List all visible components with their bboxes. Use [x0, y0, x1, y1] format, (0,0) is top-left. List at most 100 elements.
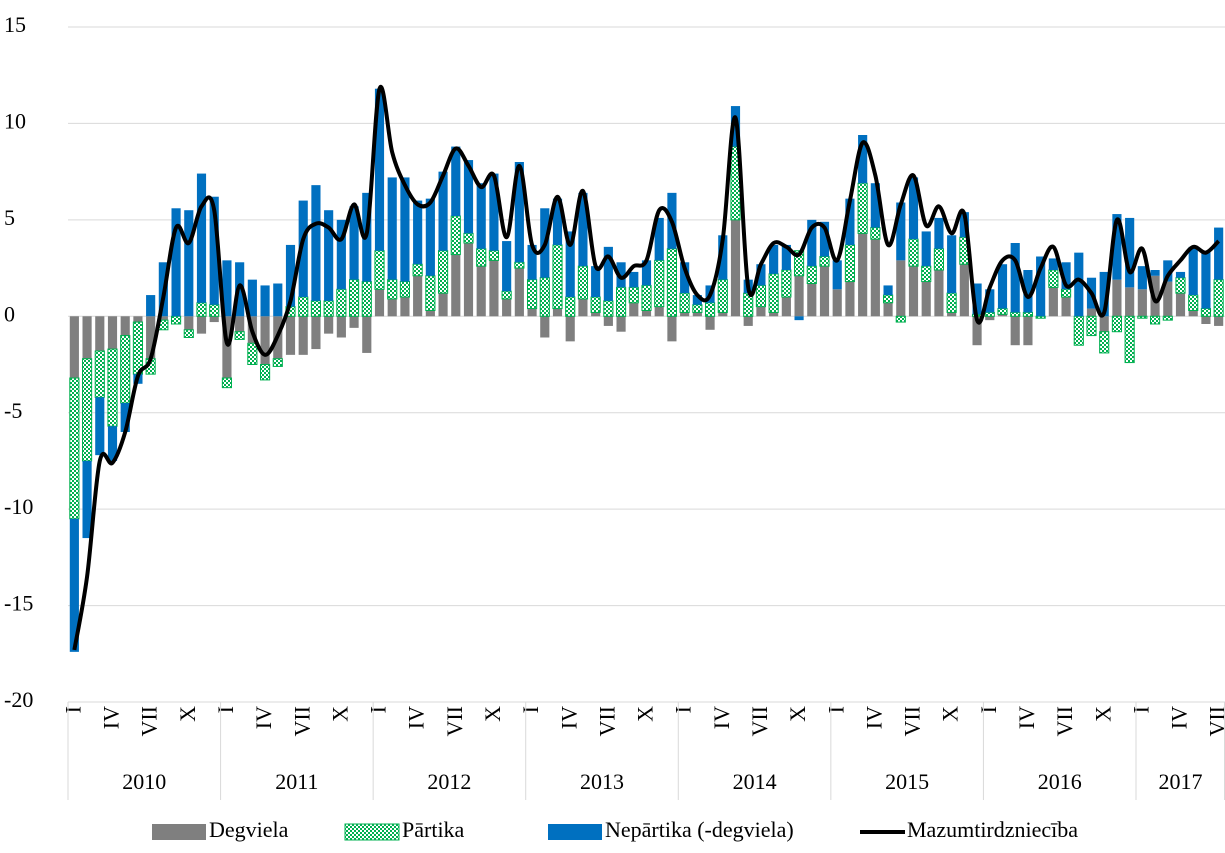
x-tick-label: I	[823, 706, 848, 713]
bar	[95, 316, 105, 351]
bar	[997, 314, 1008, 317]
bar	[666, 248, 678, 317]
bar	[1048, 269, 1059, 288]
bar	[120, 403, 130, 432]
bar	[69, 518, 79, 652]
bar	[412, 263, 423, 277]
bar	[641, 310, 652, 317]
bar	[374, 250, 385, 290]
bar	[1175, 277, 1186, 294]
bar	[437, 250, 449, 294]
bar	[196, 173, 207, 303]
x-tick-label: X	[480, 706, 505, 722]
bar	[209, 304, 220, 317]
x-tick-label: X	[633, 706, 658, 722]
bar	[603, 316, 613, 326]
bar	[349, 316, 359, 328]
bar	[717, 279, 728, 313]
bar	[1200, 308, 1212, 317]
bar	[273, 283, 283, 317]
bar	[985, 316, 995, 321]
bar	[565, 316, 575, 342]
bar	[336, 316, 346, 338]
bar	[781, 244, 791, 270]
bar	[934, 217, 944, 249]
bar	[578, 298, 588, 317]
bar	[1010, 311, 1021, 317]
x-tick-label: I	[518, 706, 543, 713]
bar	[692, 312, 702, 317]
bar	[704, 302, 716, 317]
bar	[832, 260, 842, 290]
bar	[807, 283, 817, 317]
bar	[1188, 310, 1198, 317]
bar	[311, 316, 321, 350]
bar	[781, 297, 791, 317]
bar	[692, 295, 702, 305]
bar	[158, 316, 168, 321]
bar	[285, 244, 296, 307]
x-tick-label: IV	[1014, 706, 1039, 729]
bar	[806, 265, 817, 284]
bar	[870, 227, 881, 240]
bar	[794, 316, 804, 321]
bar	[794, 275, 804, 317]
bar	[1124, 315, 1135, 364]
bar	[133, 316, 143, 323]
bar	[680, 312, 690, 317]
bar	[1137, 315, 1148, 319]
bar	[81, 358, 93, 462]
x-tick-label: X	[785, 706, 810, 722]
bar	[120, 316, 130, 336]
bar	[769, 312, 779, 317]
bar	[387, 177, 397, 280]
bar	[1086, 308, 1097, 317]
bar	[196, 316, 207, 334]
bar	[1036, 256, 1046, 317]
bar	[845, 281, 855, 317]
x-tick-label: X	[1090, 706, 1115, 722]
bar	[1061, 262, 1071, 290]
bar	[946, 292, 957, 313]
bar	[807, 219, 817, 267]
legend-label: Nepārtika (-degviela)	[605, 817, 794, 842]
bar	[1073, 315, 1084, 346]
bar	[94, 350, 105, 398]
bar	[336, 219, 346, 290]
bar	[755, 284, 767, 308]
bar	[1201, 250, 1211, 309]
bar	[184, 210, 194, 317]
bar	[883, 302, 893, 317]
bar	[819, 256, 830, 267]
bar	[629, 271, 639, 288]
bar	[146, 316, 156, 359]
bar	[539, 277, 550, 317]
bar	[718, 312, 728, 317]
bar	[324, 316, 334, 334]
bar	[883, 285, 893, 296]
year-label: 2011	[275, 769, 318, 794]
bar	[616, 262, 626, 288]
legend-swatch	[548, 824, 602, 840]
bar	[615, 286, 627, 317]
bar	[451, 254, 461, 317]
bar	[1125, 287, 1135, 317]
bar	[95, 397, 105, 456]
bar	[578, 192, 588, 267]
bar	[514, 162, 524, 263]
bar	[501, 290, 512, 300]
bar	[82, 316, 92, 359]
bar	[514, 268, 524, 317]
bar	[323, 300, 334, 317]
bar	[107, 316, 118, 350]
legend-label: Degviela	[209, 817, 289, 842]
bar	[1074, 252, 1084, 317]
bar	[1112, 279, 1122, 317]
bar	[769, 244, 779, 274]
bar	[285, 316, 296, 355]
bar	[489, 173, 499, 251]
bar	[590, 296, 601, 313]
bar	[680, 262, 690, 294]
x-tick-label: VII	[900, 706, 925, 737]
x-tick-label: VII	[137, 706, 162, 737]
